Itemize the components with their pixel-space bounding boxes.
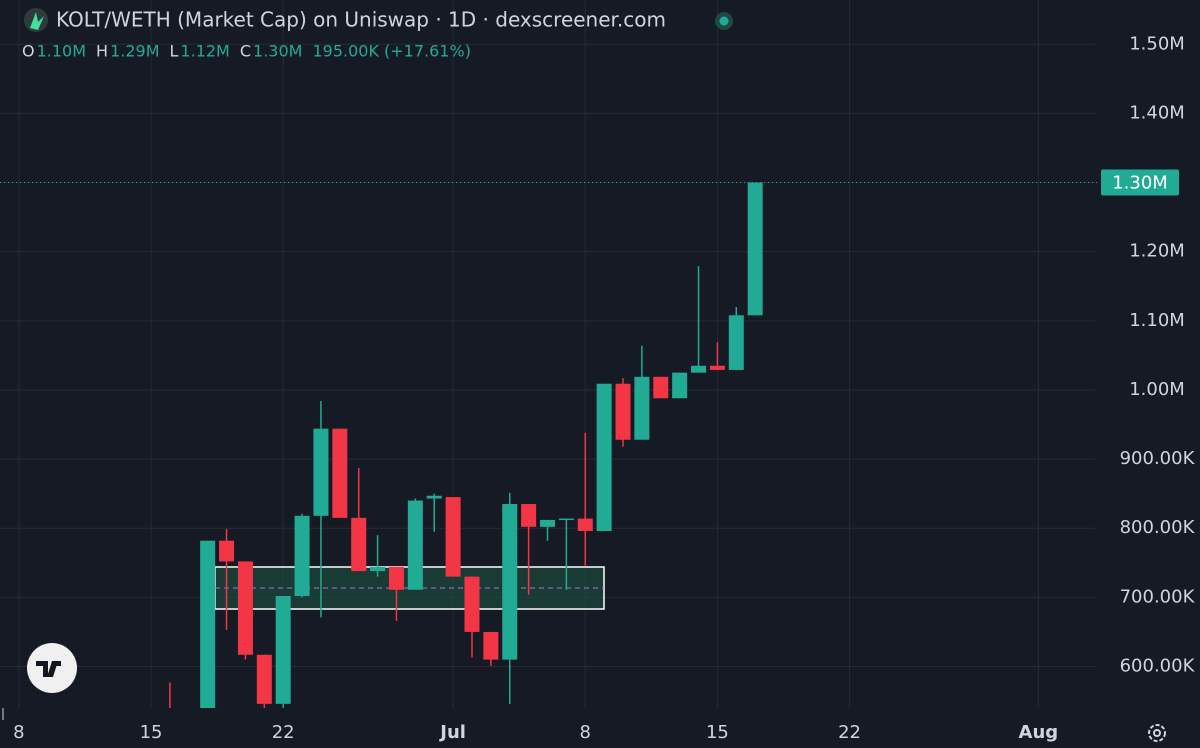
y-tick-label: 600.00K [1120,656,1196,677]
x-tick-label: 22 [272,722,295,743]
candle-body [728,315,744,370]
x-tick-label: 8 [13,722,24,743]
tv-logo-mark [36,661,61,677]
x-tick-label: 8 [580,722,591,743]
legend-value: 1.10M [37,42,86,61]
legend-value: 1.29M [110,42,159,61]
legend-value: 1.30M [253,42,302,61]
y-tick-label: 700.00K [1120,586,1196,607]
candle-body [615,383,631,440]
x-tick-label: 15 [706,722,729,743]
legend-key: L [170,42,179,61]
candle-body [351,517,367,572]
candle-body [370,566,386,572]
candle-body [407,500,423,590]
candle-body [313,428,329,516]
tv-logo [27,643,77,693]
y-tick-label: 1.20M [1129,241,1185,262]
candle-body [256,654,272,704]
header: KOLT/WETH (Market Cap) on Uniswap · 1D ·… [22,8,733,61]
y-tick-label: 1.10M [1129,310,1185,331]
x-tick-label: Aug [1019,722,1059,743]
candle-body [747,182,763,316]
candle-body [653,376,669,399]
candle-body [483,631,499,660]
candle-body [332,428,348,518]
ohlc-legend: O 1.10M H 1.29M L 1.12M C 1.30M 195.00K (+17.61%… [22,42,471,61]
y-tick-label: 1.40M [1129,102,1185,123]
candle-body [521,504,537,527]
legend-change: 195.00K (+17.61%) [312,42,470,61]
candle-body [691,365,707,373]
price-label: 1.30M [1112,173,1168,194]
y-tick-label: 800.00K [1120,517,1196,538]
candle-body [426,495,442,499]
logo-mark [30,12,44,30]
candle-body [540,519,555,527]
settings-icon[interactable] [1148,724,1166,742]
candle-body [577,518,593,531]
legend-key: C [240,42,251,61]
x-tick-label: 22 [838,722,861,743]
candle-body [388,566,404,590]
price-label-bg [1101,169,1179,196]
candle-body [275,595,291,704]
candle-body [634,376,650,440]
x-tick-label: Jul [438,722,466,743]
candle-body [558,518,574,521]
candle-body [294,515,310,596]
legend-key: H [96,42,108,61]
y-tick-label: 1.50M [1129,33,1185,54]
y-tick-label: 900.00K [1120,448,1196,469]
candle-body [445,497,461,577]
candle-body [672,372,688,399]
candle-body [464,576,480,632]
candle-body [502,504,518,660]
legend-value: 1.12M [180,42,229,61]
gear-center[interactable] [1153,729,1161,737]
gear[interactable] [1148,724,1166,742]
candle-body [219,540,235,562]
status-dot [719,16,729,26]
y-tick-label: 1.00M [1129,379,1185,400]
x-tick-label: 15 [140,722,163,743]
legend-key: O [22,42,35,61]
candle-body [200,540,216,708]
candle-body [237,561,253,655]
plot-area [169,182,763,708]
chart-title: KOLT/WETH (Market Cap) on Uniswap · 1D ·… [56,8,666,32]
candle-body [596,383,612,531]
candle-body [709,365,725,370]
